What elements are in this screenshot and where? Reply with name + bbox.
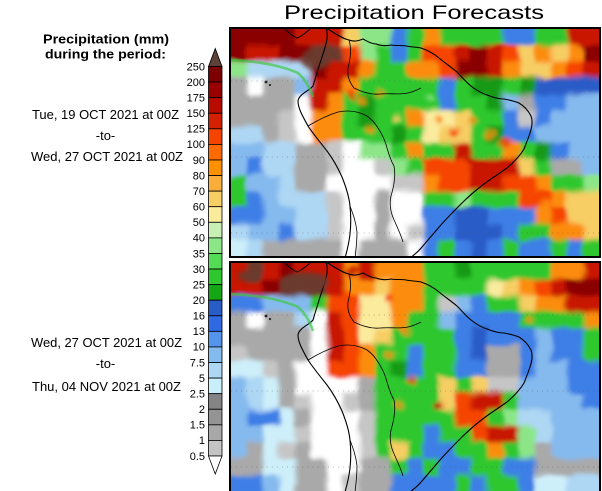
svg-text:0.5: 0.5 [190, 451, 205, 463]
svg-text:40: 40 [193, 233, 205, 245]
svg-text:10: 10 [193, 342, 205, 354]
svg-text:7.5: 7.5 [190, 357, 205, 369]
svg-text:125: 125 [187, 124, 205, 136]
svg-text:100: 100 [187, 139, 205, 151]
svg-text:70: 70 [193, 186, 205, 198]
svg-text:80: 80 [193, 170, 205, 182]
svg-text:16: 16 [193, 311, 205, 323]
svg-text:200: 200 [187, 77, 205, 89]
svg-text:5: 5 [199, 373, 205, 385]
svg-text:250: 250 [187, 61, 205, 73]
svg-text:2.5: 2.5 [190, 388, 205, 400]
svg-text:during the period:: during the period: [45, 47, 166, 62]
svg-text:30: 30 [193, 264, 205, 276]
svg-text:Thu, 04 NOV 2021 at 00Z: Thu, 04 NOV 2021 at 00Z [32, 379, 181, 394]
svg-text:Wed, 27 OCT 2021 at 00Z: Wed, 27 OCT 2021 at 00Z [31, 335, 182, 350]
svg-text:Tue, 19 OCT 2021 at 00Z: Tue, 19 OCT 2021 at 00Z [32, 107, 179, 122]
svg-text:Wed, 27 OCT 2021 at 00Z: Wed, 27 OCT 2021 at 00Z [31, 149, 183, 164]
svg-text:1: 1 [199, 435, 205, 447]
svg-text:60: 60 [193, 202, 205, 214]
svg-text:Precipitation (mm): Precipitation (mm) [43, 32, 169, 47]
svg-text:-to-: -to- [96, 128, 116, 143]
svg-text:1.5: 1.5 [190, 420, 205, 432]
svg-text:Precipitation Forecasts: Precipitation Forecasts [284, 2, 544, 24]
svg-text:175: 175 [187, 92, 205, 104]
svg-text:20: 20 [193, 295, 205, 307]
svg-text:150: 150 [187, 108, 205, 120]
svg-text:35: 35 [193, 248, 205, 260]
svg-text:2: 2 [199, 404, 205, 416]
svg-text:25: 25 [193, 279, 205, 291]
svg-text:50: 50 [193, 217, 205, 229]
svg-text:90: 90 [193, 155, 205, 167]
svg-text:-to-: -to- [96, 356, 116, 371]
svg-text:13: 13 [193, 326, 205, 338]
